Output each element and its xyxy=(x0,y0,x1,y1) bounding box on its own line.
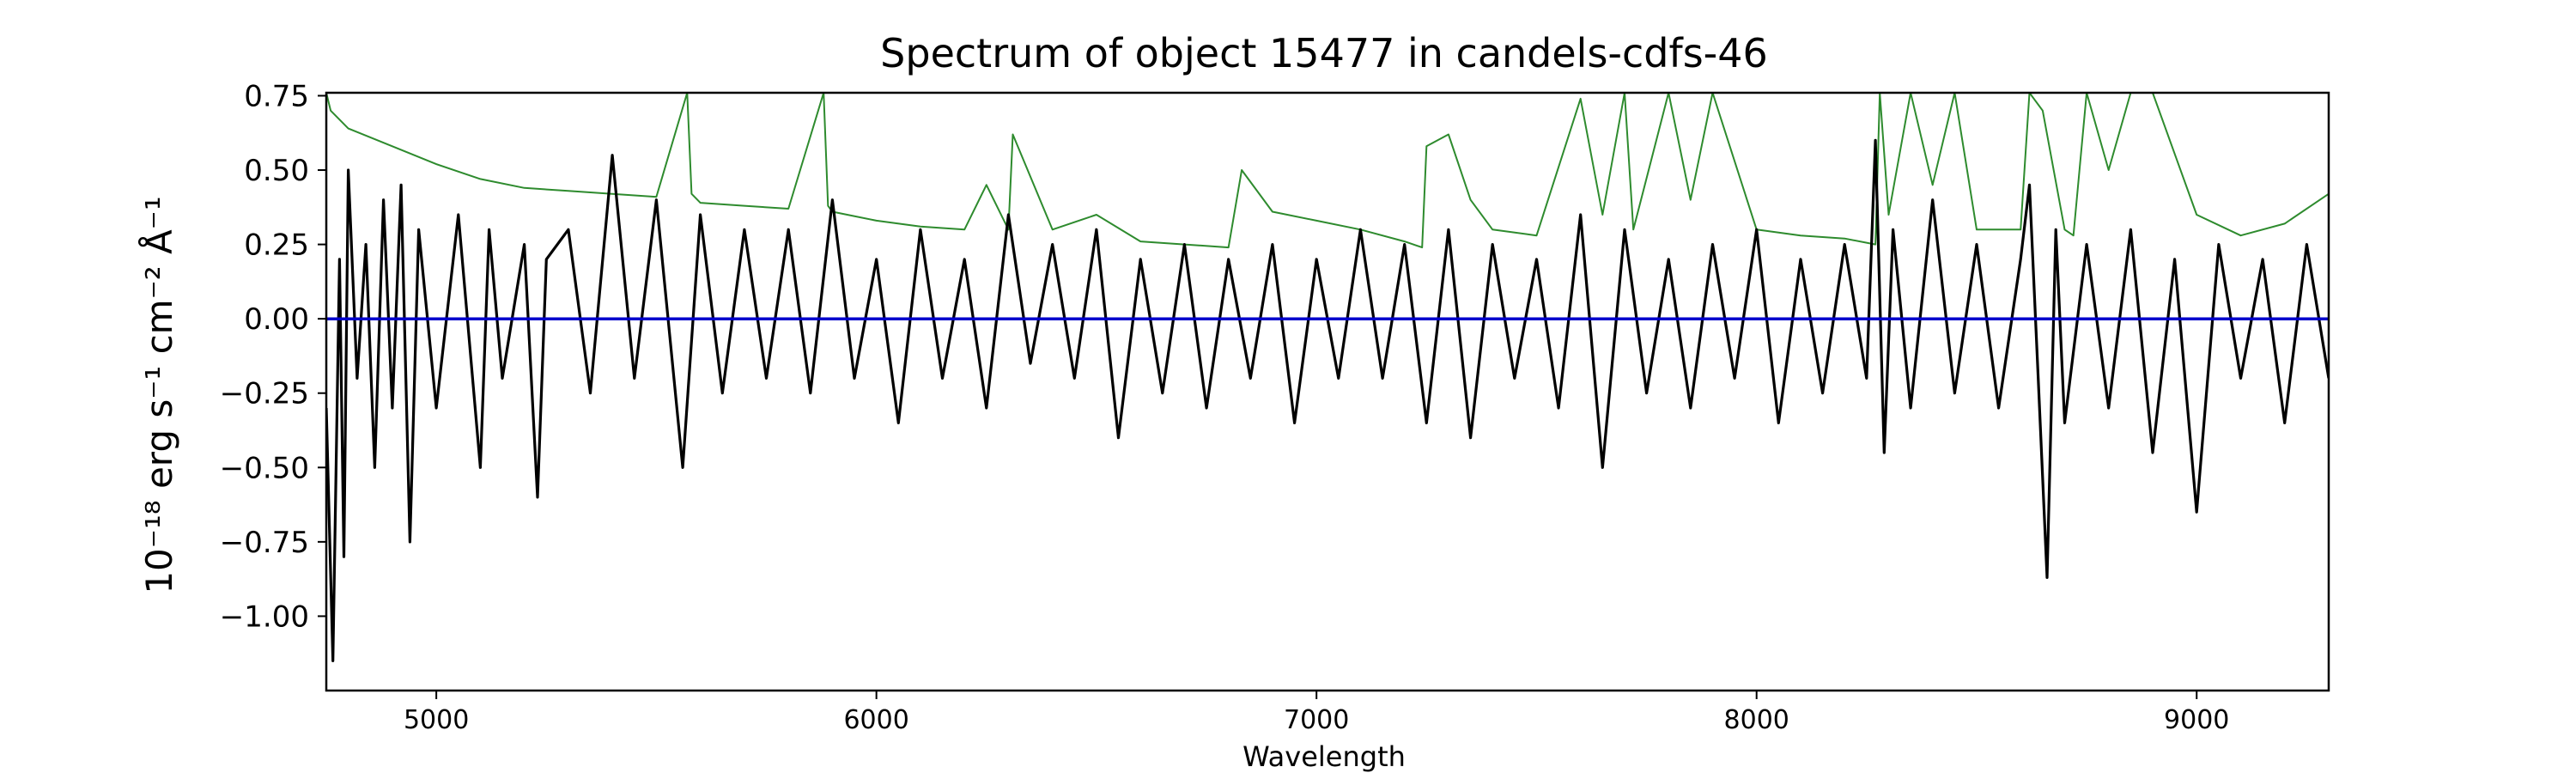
y-axis-label: 10⁻¹⁸ erg s⁻¹ cm⁻² Å⁻¹ xyxy=(137,196,180,593)
y-tick-label: −0.50 xyxy=(220,451,309,485)
chart-title: Spectrum of object 15477 in candels-cdfs… xyxy=(880,30,1768,76)
axes: 5000 6000 7000 8000 9000 0.75 0.50 0.25 0.00 −0.2… xyxy=(220,79,2330,735)
plot-area xyxy=(326,93,2329,663)
x-tick-label: 6000 xyxy=(843,705,908,735)
x-tick-label: 7000 xyxy=(1284,705,1349,735)
series-line-2 xyxy=(326,138,2329,663)
x-tick-label: 8000 xyxy=(1724,705,1789,735)
y-tick-label: 0.50 xyxy=(244,154,309,188)
series-line-1 xyxy=(326,93,2329,249)
y-tick-label: −0.75 xyxy=(220,526,309,560)
y-tick-label: 0.00 xyxy=(244,302,309,337)
x-axis-label: Wavelength xyxy=(1242,740,1406,773)
y-tick-label: 0.75 xyxy=(244,79,309,113)
x-tick-label: 5000 xyxy=(404,705,469,735)
y-tick-label: −0.25 xyxy=(220,377,309,411)
plot-frame xyxy=(325,91,2330,692)
y-tick-label: 0.25 xyxy=(244,228,309,263)
x-tick-label: 9000 xyxy=(2164,705,2229,735)
y-tick-label: −1.00 xyxy=(220,600,309,634)
